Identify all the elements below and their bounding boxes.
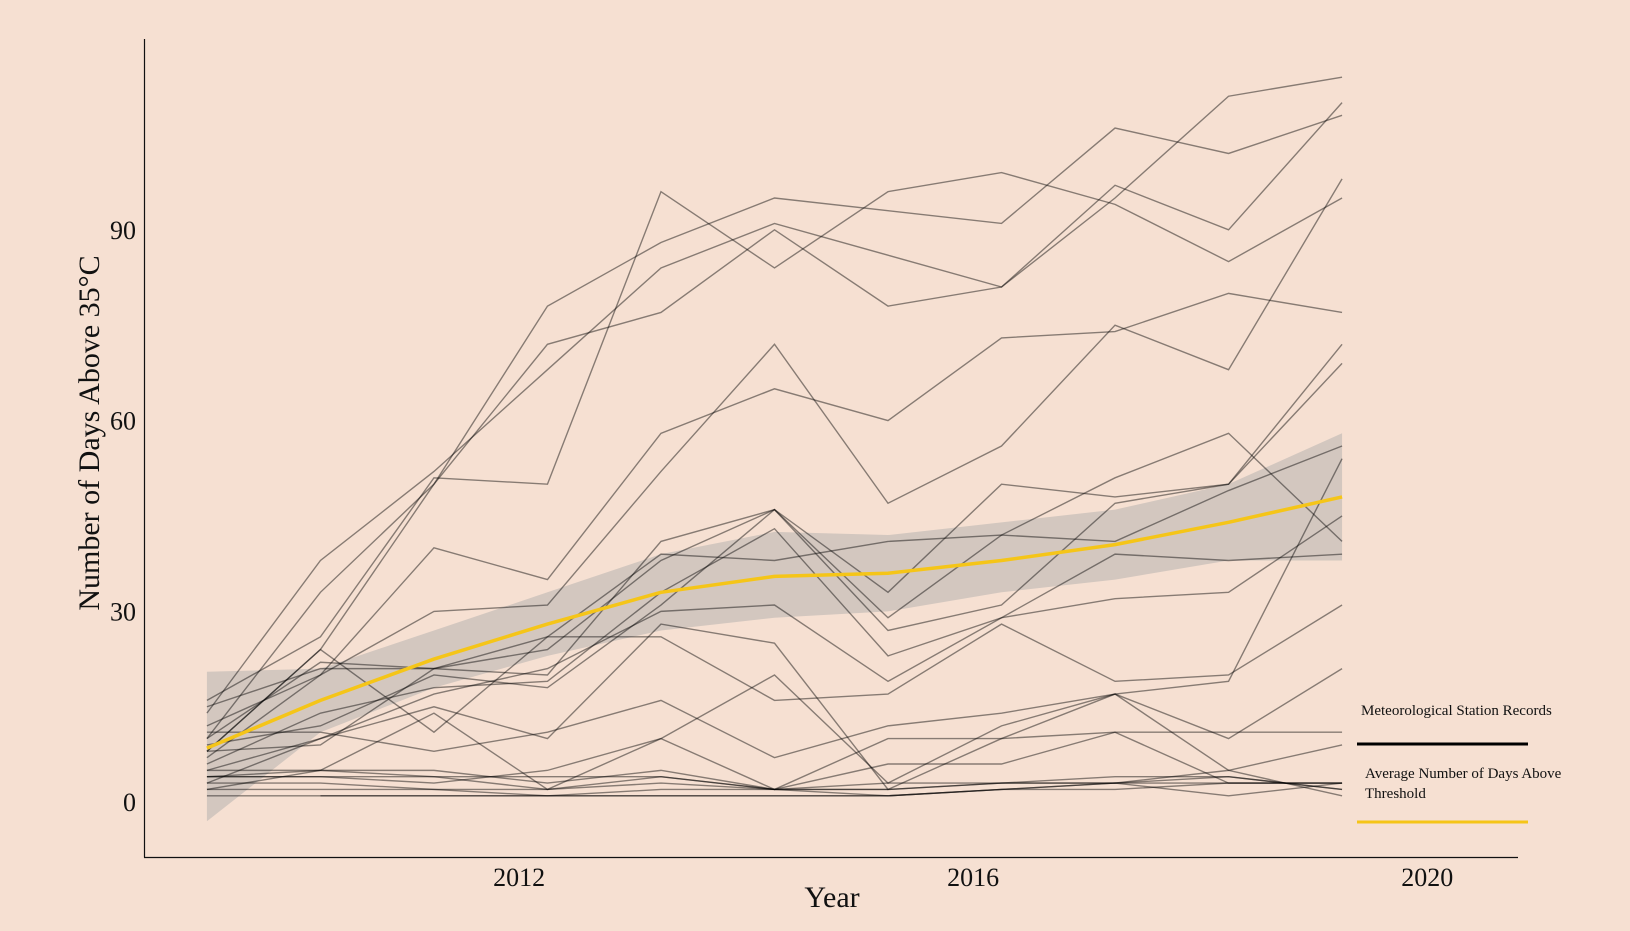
x-tick-label: 2012 — [493, 863, 545, 892]
station-line — [206, 102, 1343, 752]
station-line — [206, 769, 1343, 797]
station-line — [206, 527, 1343, 765]
station-line — [206, 674, 1343, 791]
y-tick-label: 90 — [110, 216, 136, 245]
average-line — [206, 495, 1343, 750]
x-axis-label: Year — [804, 881, 859, 914]
station-line — [206, 362, 1343, 740]
station-line — [206, 776, 1343, 797]
station-line — [206, 178, 1343, 759]
y-tick-label: 60 — [110, 407, 136, 436]
x-tick-label: 2020 — [1401, 863, 1453, 892]
y-tick-label: 30 — [110, 597, 136, 626]
y-axis-label: Number of Days Above 35°C — [73, 255, 106, 610]
station-line — [206, 776, 1343, 797]
station-line — [206, 432, 1343, 708]
station-line — [206, 343, 1343, 746]
station-line — [206, 114, 1343, 740]
x-tick-label: 2016 — [947, 863, 999, 892]
station-line — [206, 782, 1343, 797]
legend-label: Meteorological Station Records — [1361, 703, 1552, 719]
confidence-band — [206, 433, 1343, 822]
station-line — [206, 292, 1343, 727]
station-line — [206, 76, 1343, 714]
station-line — [206, 458, 1343, 759]
station-line — [206, 731, 1343, 791]
station-line — [206, 604, 1343, 752]
station-line — [206, 171, 1343, 702]
station-line — [206, 776, 1343, 791]
y-tick-label: 0 — [123, 788, 136, 817]
station-line — [320, 782, 1343, 797]
station-line — [206, 623, 1343, 791]
legend-label: Average Number of Days Above Threshold — [1365, 766, 1562, 802]
station-line — [206, 731, 1343, 791]
station-line — [206, 445, 1343, 752]
station-line — [206, 515, 1343, 772]
